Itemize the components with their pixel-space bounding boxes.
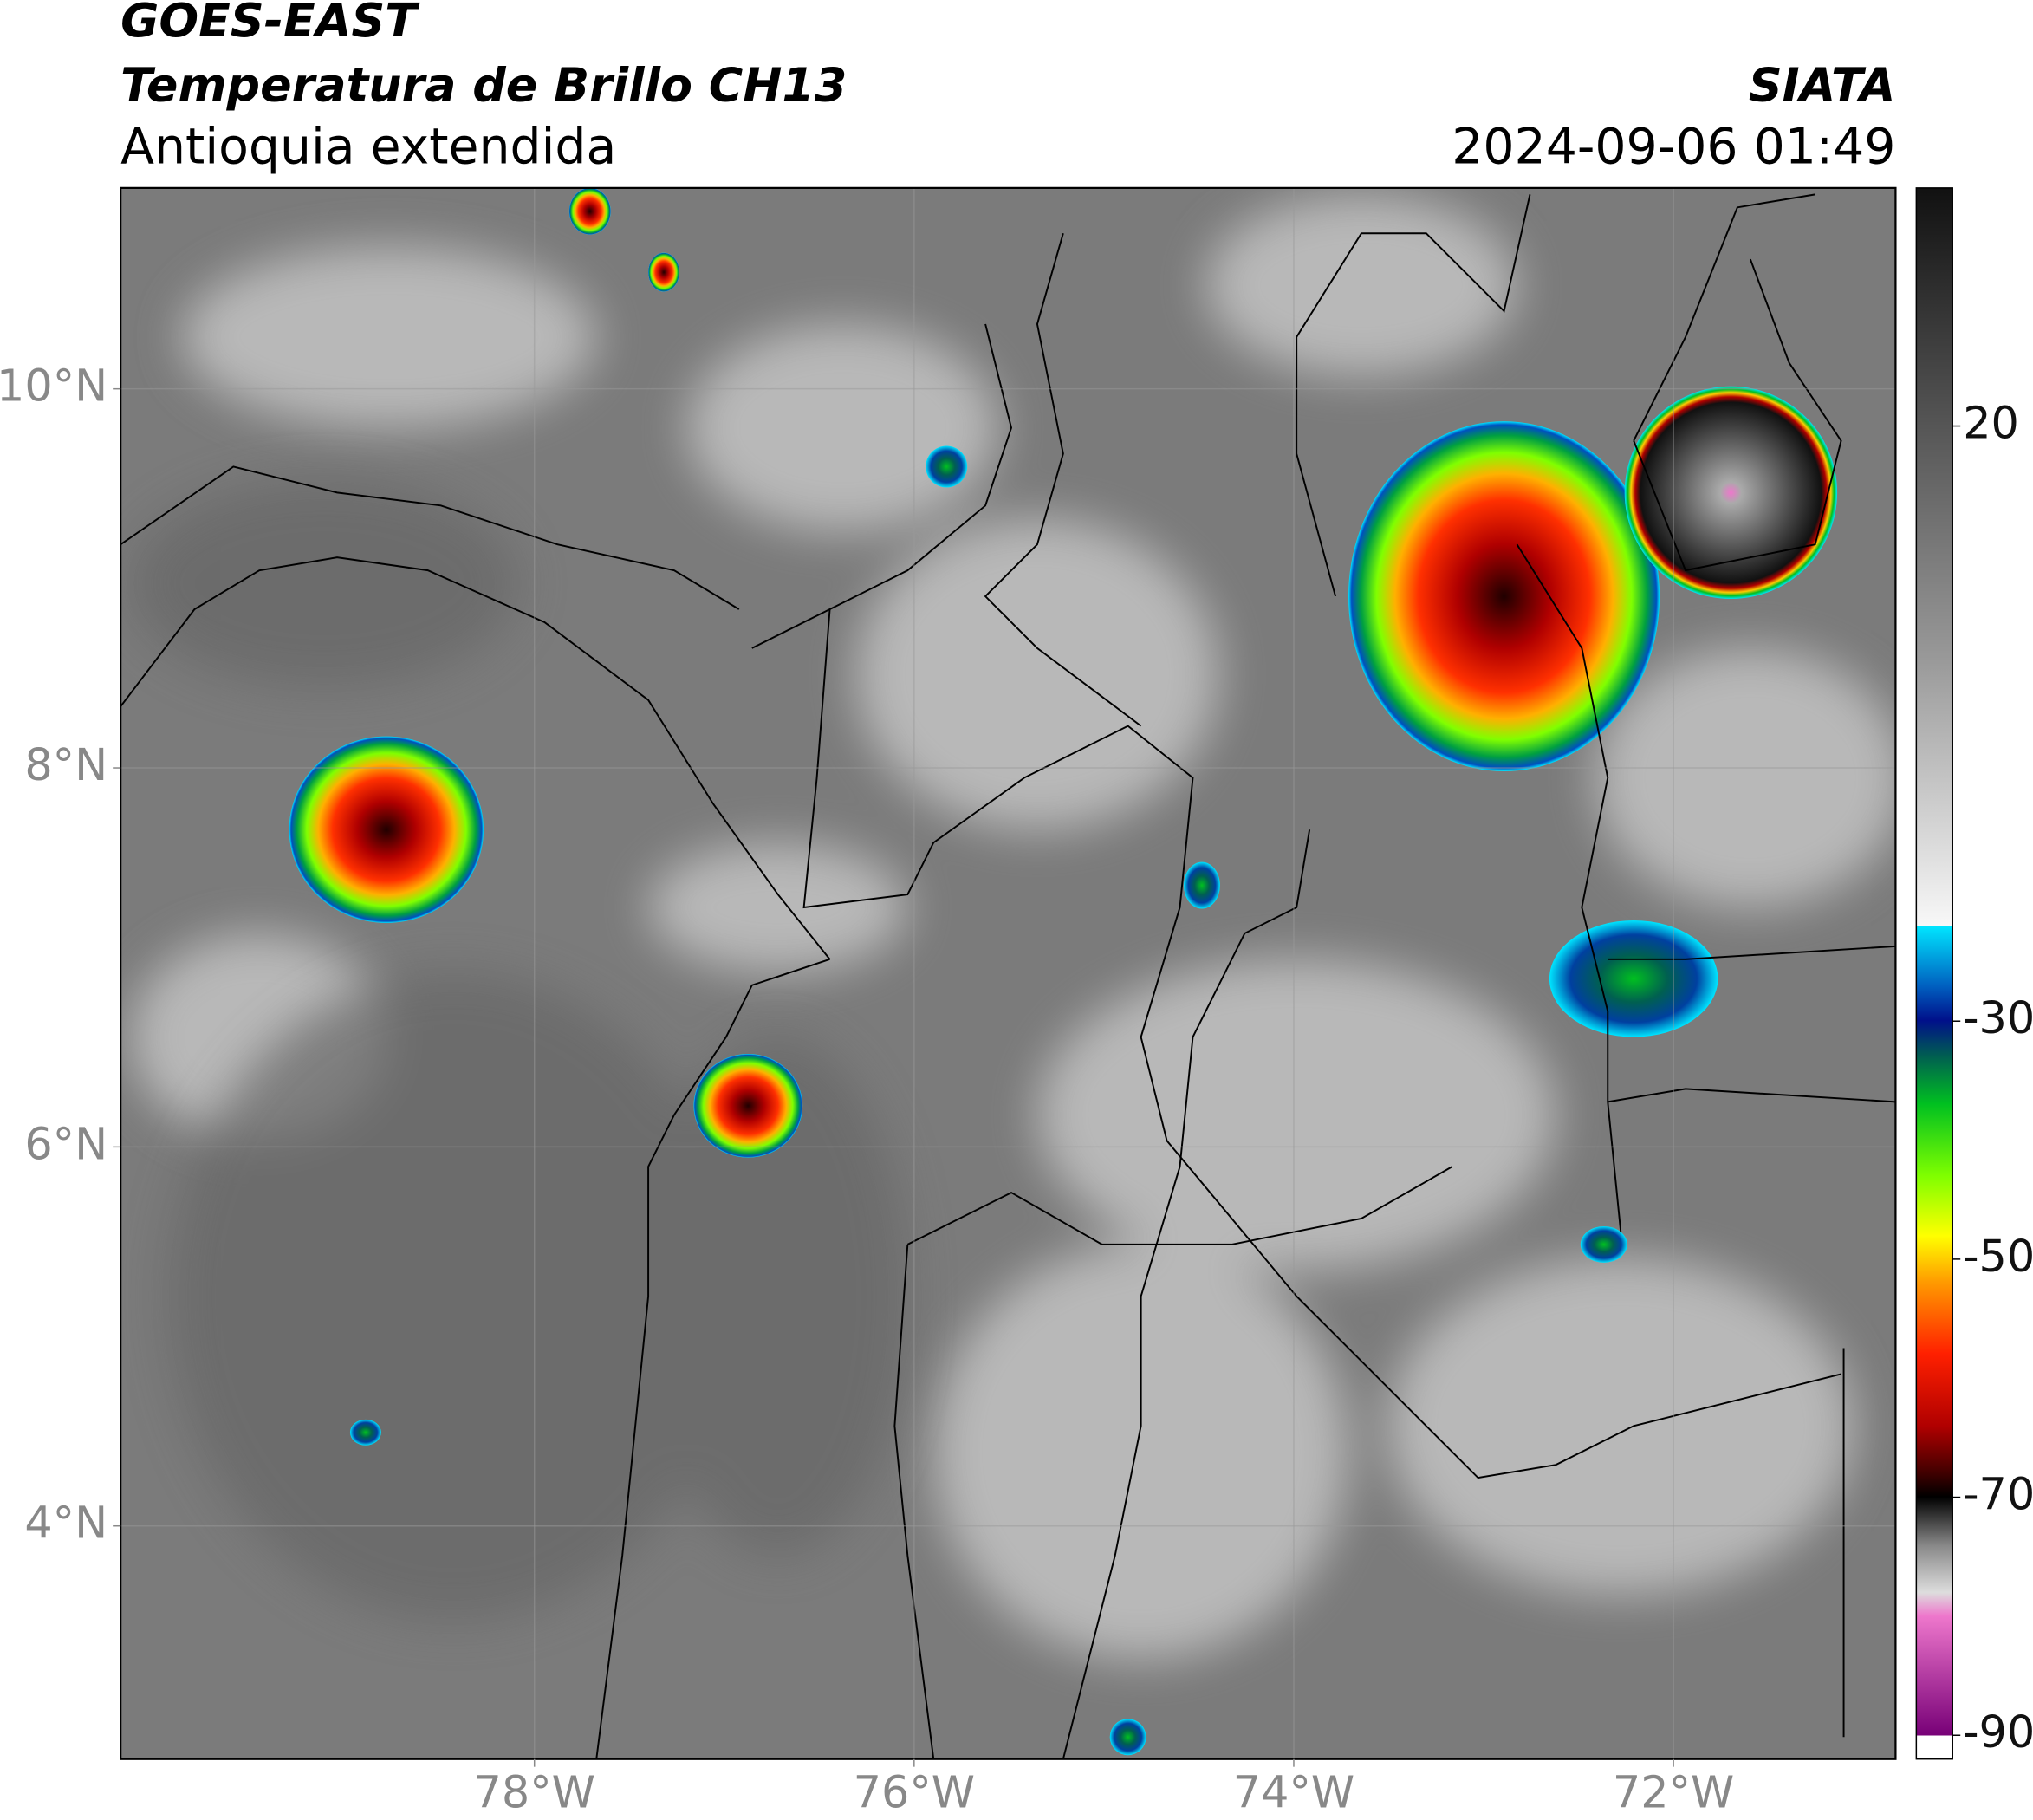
map-frame [120,186,1897,1760]
colorbar-tick-label: -70 [1963,1469,2033,1520]
graticule [120,187,1896,1759]
y-tick-label: 4°N [24,1498,107,1549]
colorbar-tick-label: -90 [1963,1706,2033,1758]
region: Antioquia extendida [120,118,616,175]
x-tick-label: 72°W [1613,1767,1734,1818]
satellite-image [120,187,1896,1759]
x-tick-label: 78°W [473,1767,594,1818]
x-tick-label: 76°W [854,1767,975,1818]
title: GOES-EAST [120,0,420,48]
datetime: 2024-09-06 01:49 [1452,118,1895,175]
colorbar [1915,187,1953,1760]
colorbar-tick-label: -50 [1963,1231,2033,1282]
y-tick-label: 6°N [24,1118,107,1169]
y-tick-label: 8°N [24,739,107,790]
y-tick-label: 10°N [0,361,107,412]
colorbar-tick-label: 20 [1963,398,2019,449]
x-tick-label: 74°W [1233,1767,1354,1818]
colorbar-tick-label: -30 [1963,992,2033,1043]
source: SIATA [1749,58,1896,113]
subtitle: Temperatura de Brillo CH13 [120,58,847,113]
